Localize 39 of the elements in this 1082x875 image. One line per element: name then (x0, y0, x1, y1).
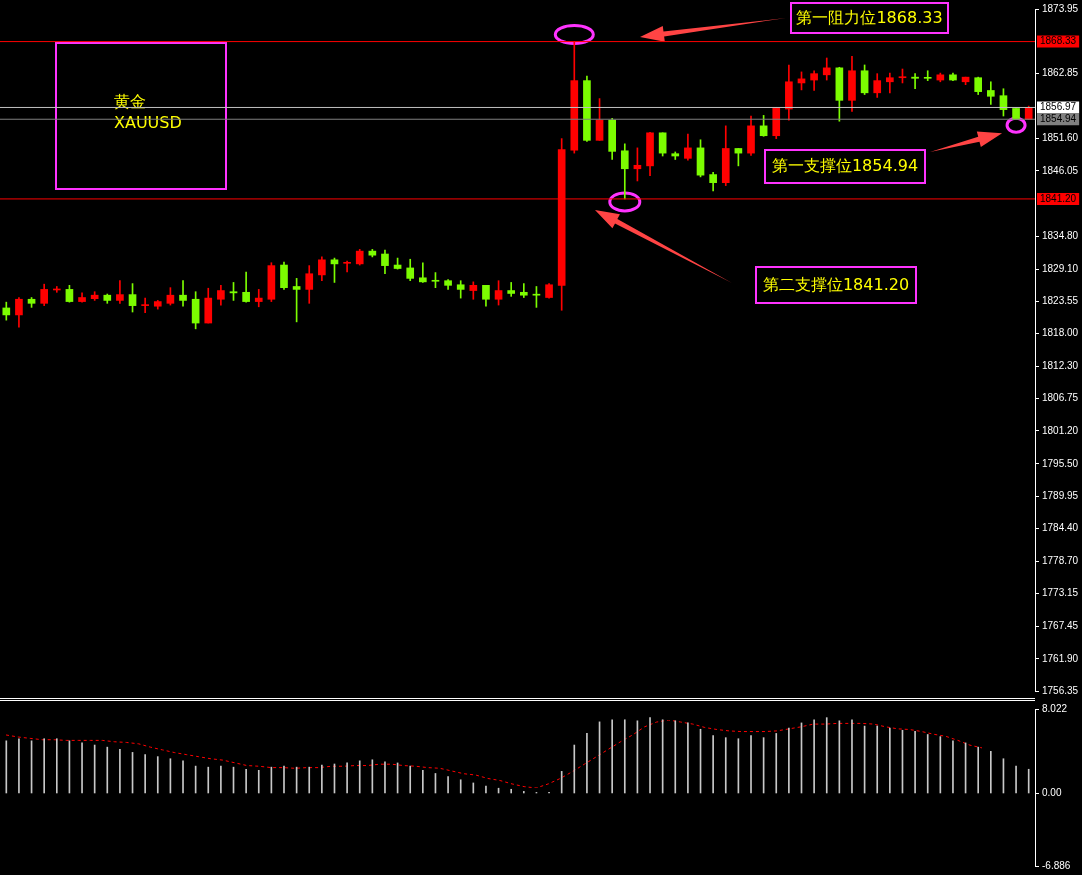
candlestick (519, 283, 528, 298)
y-tick-label: 1801.20 (1042, 424, 1079, 436)
y-tick-label: -6.886 (1042, 859, 1071, 871)
candlestick (507, 282, 516, 297)
y-tick-label: 1846.05 (1042, 164, 1079, 176)
y-tick-label: 1761.90 (1042, 652, 1079, 664)
y-tick-label: 1778.70 (1042, 555, 1079, 567)
candlestick (343, 260, 351, 273)
y-tick-label: 1851.60 (1042, 132, 1079, 144)
ref-line-label: 1856.97 (1040, 101, 1077, 113)
candlestick (254, 289, 263, 308)
y-tick-label: 1784.40 (1042, 522, 1079, 534)
annotation: 黄金 XAUUSD (55, 42, 227, 190)
y-tick-label: 1823.55 (1042, 295, 1079, 307)
y-tick-label: 0.00 (1042, 787, 1062, 799)
ref-line-label: 1868.33 (1040, 35, 1077, 47)
candlestick (419, 262, 427, 283)
y-tick-label: 1773.15 (1042, 587, 1079, 599)
annotation: 第一阻力位1868.33 (790, 2, 949, 34)
y-tick-label: 1767.45 (1042, 620, 1079, 632)
candlestick (911, 73, 919, 90)
y-tick-label: 1862.85 (1042, 67, 1079, 79)
y-tick-label: 1789.95 (1042, 489, 1079, 501)
y-tick-label: 1812.30 (1042, 360, 1079, 372)
candlestick (141, 297, 149, 313)
y-tick-label: 8.022 (1042, 702, 1068, 714)
y-tick-label: 1829.10 (1042, 262, 1079, 274)
ref-line-label: 1841.20 (1040, 192, 1077, 204)
annotation: 第二支撑位1841.20 (755, 266, 917, 304)
annotation: 第一支撑位1854.94 (764, 149, 926, 184)
candlestick (179, 280, 187, 307)
y-tick-label: 1818.00 (1042, 327, 1079, 339)
ref-line-label: 1854.94 (1040, 113, 1077, 124)
candlestick (923, 70, 932, 81)
y-tick-label: 1873.95 (1042, 2, 1079, 14)
y-tick-label: 1795.50 (1042, 457, 1079, 469)
y-tick-label: 1756.35 (1042, 684, 1079, 696)
y-tick-label: 1806.75 (1042, 392, 1079, 404)
y-tick-label: 1834.80 (1042, 229, 1079, 241)
